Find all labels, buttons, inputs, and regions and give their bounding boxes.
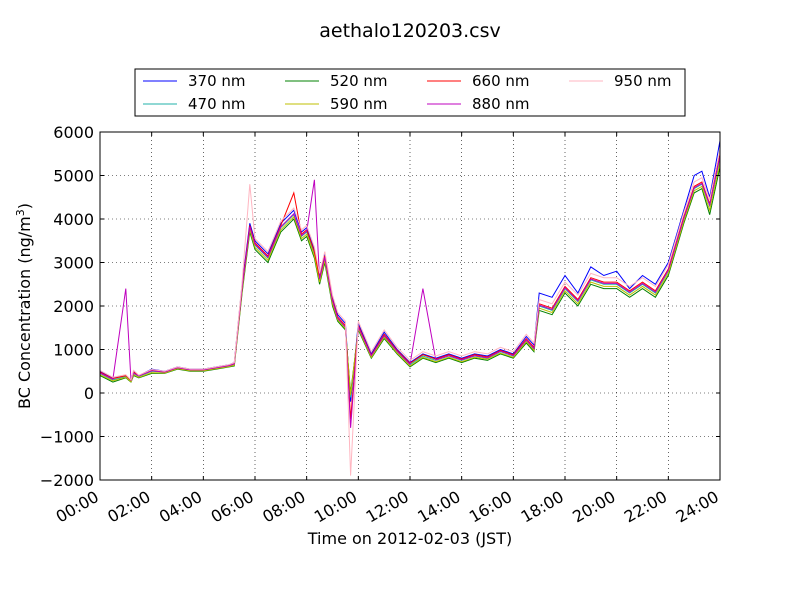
legend-label: 950 nm: [614, 72, 672, 90]
legend-entries: 370 nm 470 nm 520 nm 590 nm 660 nm 880 nm 950 …: [143, 72, 672, 113]
y-tick-label: 1000: [53, 341, 94, 360]
y-tick-label: 2000: [53, 297, 94, 316]
y-tick-label: 6000: [53, 123, 94, 142]
y-axis-label-main: BC Concentration (ng/m: [15, 216, 34, 409]
y-tick-label: 0: [84, 384, 94, 403]
series-line: [99, 155, 721, 428]
x-axis-label: Time on 2012-02-03 (JST): [307, 529, 512, 548]
series-line: [99, 149, 721, 476]
legend: 370 nm 470 nm 520 nm 590 nm 660 nm 880 nm 950 …: [134, 68, 686, 117]
y-tick-labels: −2000 −1000 0 1000 2000 3000 4000 5000 6000: [40, 123, 94, 490]
legend-label: 520 nm: [330, 72, 388, 90]
legend-label: 880 nm: [472, 95, 530, 113]
y-axis-label-sup: 3: [14, 209, 27, 216]
series-line: [99, 162, 721, 396]
legend-label: 590 nm: [330, 95, 388, 113]
legend-box: [134, 68, 686, 117]
series-layer: [99, 140, 721, 476]
legend-label: 470 nm: [188, 95, 246, 113]
y-tick-label: −1000: [40, 428, 94, 447]
y-axis-label: BC Concentration (ng/m3): [14, 203, 34, 409]
y-tick-label: 4000: [53, 210, 94, 229]
y-tick-label: −2000: [40, 471, 94, 490]
chart-title: aethalo120203.csv: [319, 20, 501, 42]
grid-lines: [100, 132, 720, 480]
legend-label: 370 nm: [188, 72, 246, 90]
ticks: [99, 131, 721, 481]
legend-label: 660 nm: [472, 72, 530, 90]
y-tick-label: 3000: [53, 254, 94, 273]
y-axis-label-end: ): [15, 203, 34, 209]
y-tick-label: 5000: [53, 167, 94, 186]
